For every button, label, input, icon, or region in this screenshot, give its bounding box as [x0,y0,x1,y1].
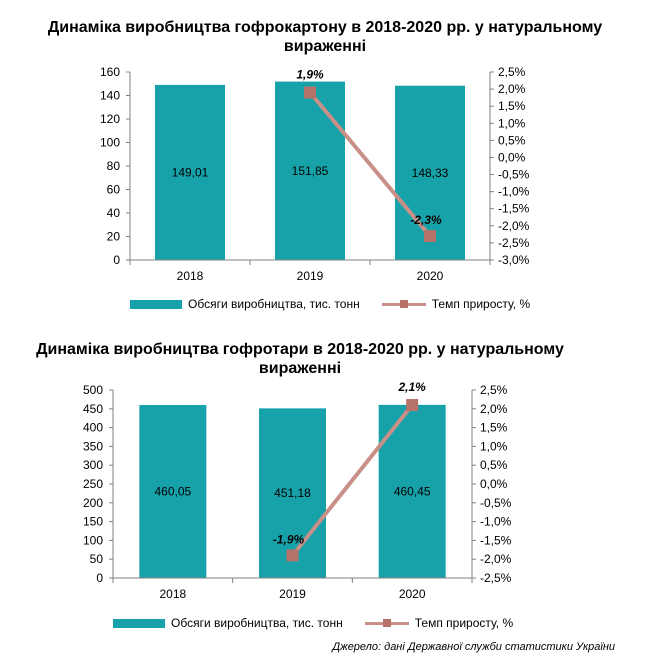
chart-title: Динаміка виробництва гофрокартону в 2018… [47,19,603,55]
x-tick-label: 2020 [417,269,444,283]
growth-marker [304,86,316,99]
bar-value-label: 149,01 [172,165,209,179]
x-tick-label: 2018 [159,587,186,601]
legend-label-volume: Обсяги виробництва, тис. тонн [188,297,360,311]
y-tick-label: 100 [83,533,103,547]
y2-tick-label: -2,5% [498,236,530,250]
growth-value-label: -1,9% [273,532,305,546]
y2-tick-label: -1,0% [498,185,530,199]
y2-tick-label: 1,5% [480,421,508,435]
y2-tick-label: -2,0% [480,552,512,566]
y-tick-label: 100 [100,136,120,150]
y-tick-label: 200 [83,496,103,510]
legend-item-volume: Обсяги виробництва, тис. тонн [130,297,360,311]
y2-tick-label: 0,0% [480,477,508,491]
y-tick-label: 160 [100,65,120,79]
y-tick-label: 120 [100,112,120,126]
growth-value-label: 2,1% [397,380,426,394]
y2-tick-label: -2,5% [480,571,512,585]
growth-marker [406,399,419,412]
y-tick-label: 450 [83,402,103,416]
bar-value-label: 451,18 [274,486,311,500]
legend-item-growth: Темп приросту, % [381,297,531,311]
y2-tick-label: -0,5% [480,496,512,510]
y2-tick-label: 1,0% [498,116,526,130]
y2-tick-label: -1,0% [480,515,512,529]
x-tick-label: 2019 [279,587,306,601]
y2-tick-label: 0,5% [480,458,508,472]
y2-tick-label: 0,0% [498,150,526,164]
y-tick-label: 300 [83,458,103,472]
x-tick-label: 2020 [399,587,426,601]
growth-line [290,403,414,557]
growth-marker [286,549,299,562]
legend-label-growth: Темп приросту, % [431,297,531,311]
y-tick-label: 140 [100,89,120,103]
y-tick-label: 500 [83,383,103,397]
y-tick-label: 60 [107,183,121,197]
bar-value-label: 151,85 [292,164,329,178]
bar [275,81,345,260]
y-tick-label: 400 [83,421,103,435]
y2-tick-label: -1,5% [480,533,512,547]
x-tick-label: 2018 [177,269,204,283]
y-tick-label: 80 [107,159,121,173]
chart-corrugated-board: 0 20 40 60 80 100 120 140 160 -3,0% -2,5% -2,0% -1,5… [100,65,530,283]
y-tick-label: 0 [96,571,103,585]
legend-line-swatch [364,618,409,628]
growth-marker [424,230,436,243]
y-tick-label: 350 [83,439,103,453]
legend-item-volume: Обсяги виробництва, тис. тонн [113,616,343,630]
bar-value-label: 148,33 [412,166,449,180]
y2-tick-label: -1,5% [498,202,530,216]
growth-value-label: 1,9% [296,68,324,82]
x-tick-label: 2019 [297,269,324,283]
legend-label-volume: Обсяги виробництва, тис. тонн [171,616,343,630]
bar [155,84,225,260]
legend-line-swatch [381,299,426,309]
y2-tick-label: 1,5% [498,99,526,113]
chart-title: Динаміка виробництва гофротари в 2018-20… [36,341,564,377]
y2-tick-label: 2,0% [480,402,508,416]
legend-item-growth: Темп приросту, % [364,616,514,630]
legend: Обсяги виробництва, тис. тонн Темп приро… [113,616,535,630]
y2-tick-label: 2,0% [498,82,526,96]
y-tick-label: 250 [83,477,103,491]
y2-tick-label: -0,5% [498,168,530,182]
growth-line [308,91,432,238]
y-tick-label: 150 [83,515,103,529]
legend-bar-swatch [113,618,165,628]
source-note: Джерело: дані Державної служби статистик… [332,641,615,653]
y2-tick-label: 2,5% [498,65,526,79]
growth-value-label: -2,3% [410,213,442,227]
bar-value-label: 460,05 [154,485,191,499]
y2-tick-label: -2,0% [498,219,530,233]
y2-tick-label: 0,5% [498,133,526,147]
legend-bar-swatch [130,299,182,309]
bar-value-label: 460,45 [394,484,431,498]
y-tick-label: 0 [113,253,120,267]
bar [139,405,207,578]
y2-tick-label: 2,5% [480,383,508,397]
chart-corrugated-packaging: 0 50 100 150 200 250 300 350 400 450 500 -2,5% -2,0%… [83,380,512,601]
legend-label-growth: Темп приросту, % [414,616,514,630]
y-tick-label: 40 [107,206,121,220]
legend: Обсяги виробництва, тис. тонн Темп приро… [130,297,552,311]
y2-tick-label: 1,0% [480,439,508,453]
y-tick-label: 50 [90,552,104,566]
y-tick-label: 20 [107,230,121,244]
y2-tick-label: -3,0% [498,253,530,267]
